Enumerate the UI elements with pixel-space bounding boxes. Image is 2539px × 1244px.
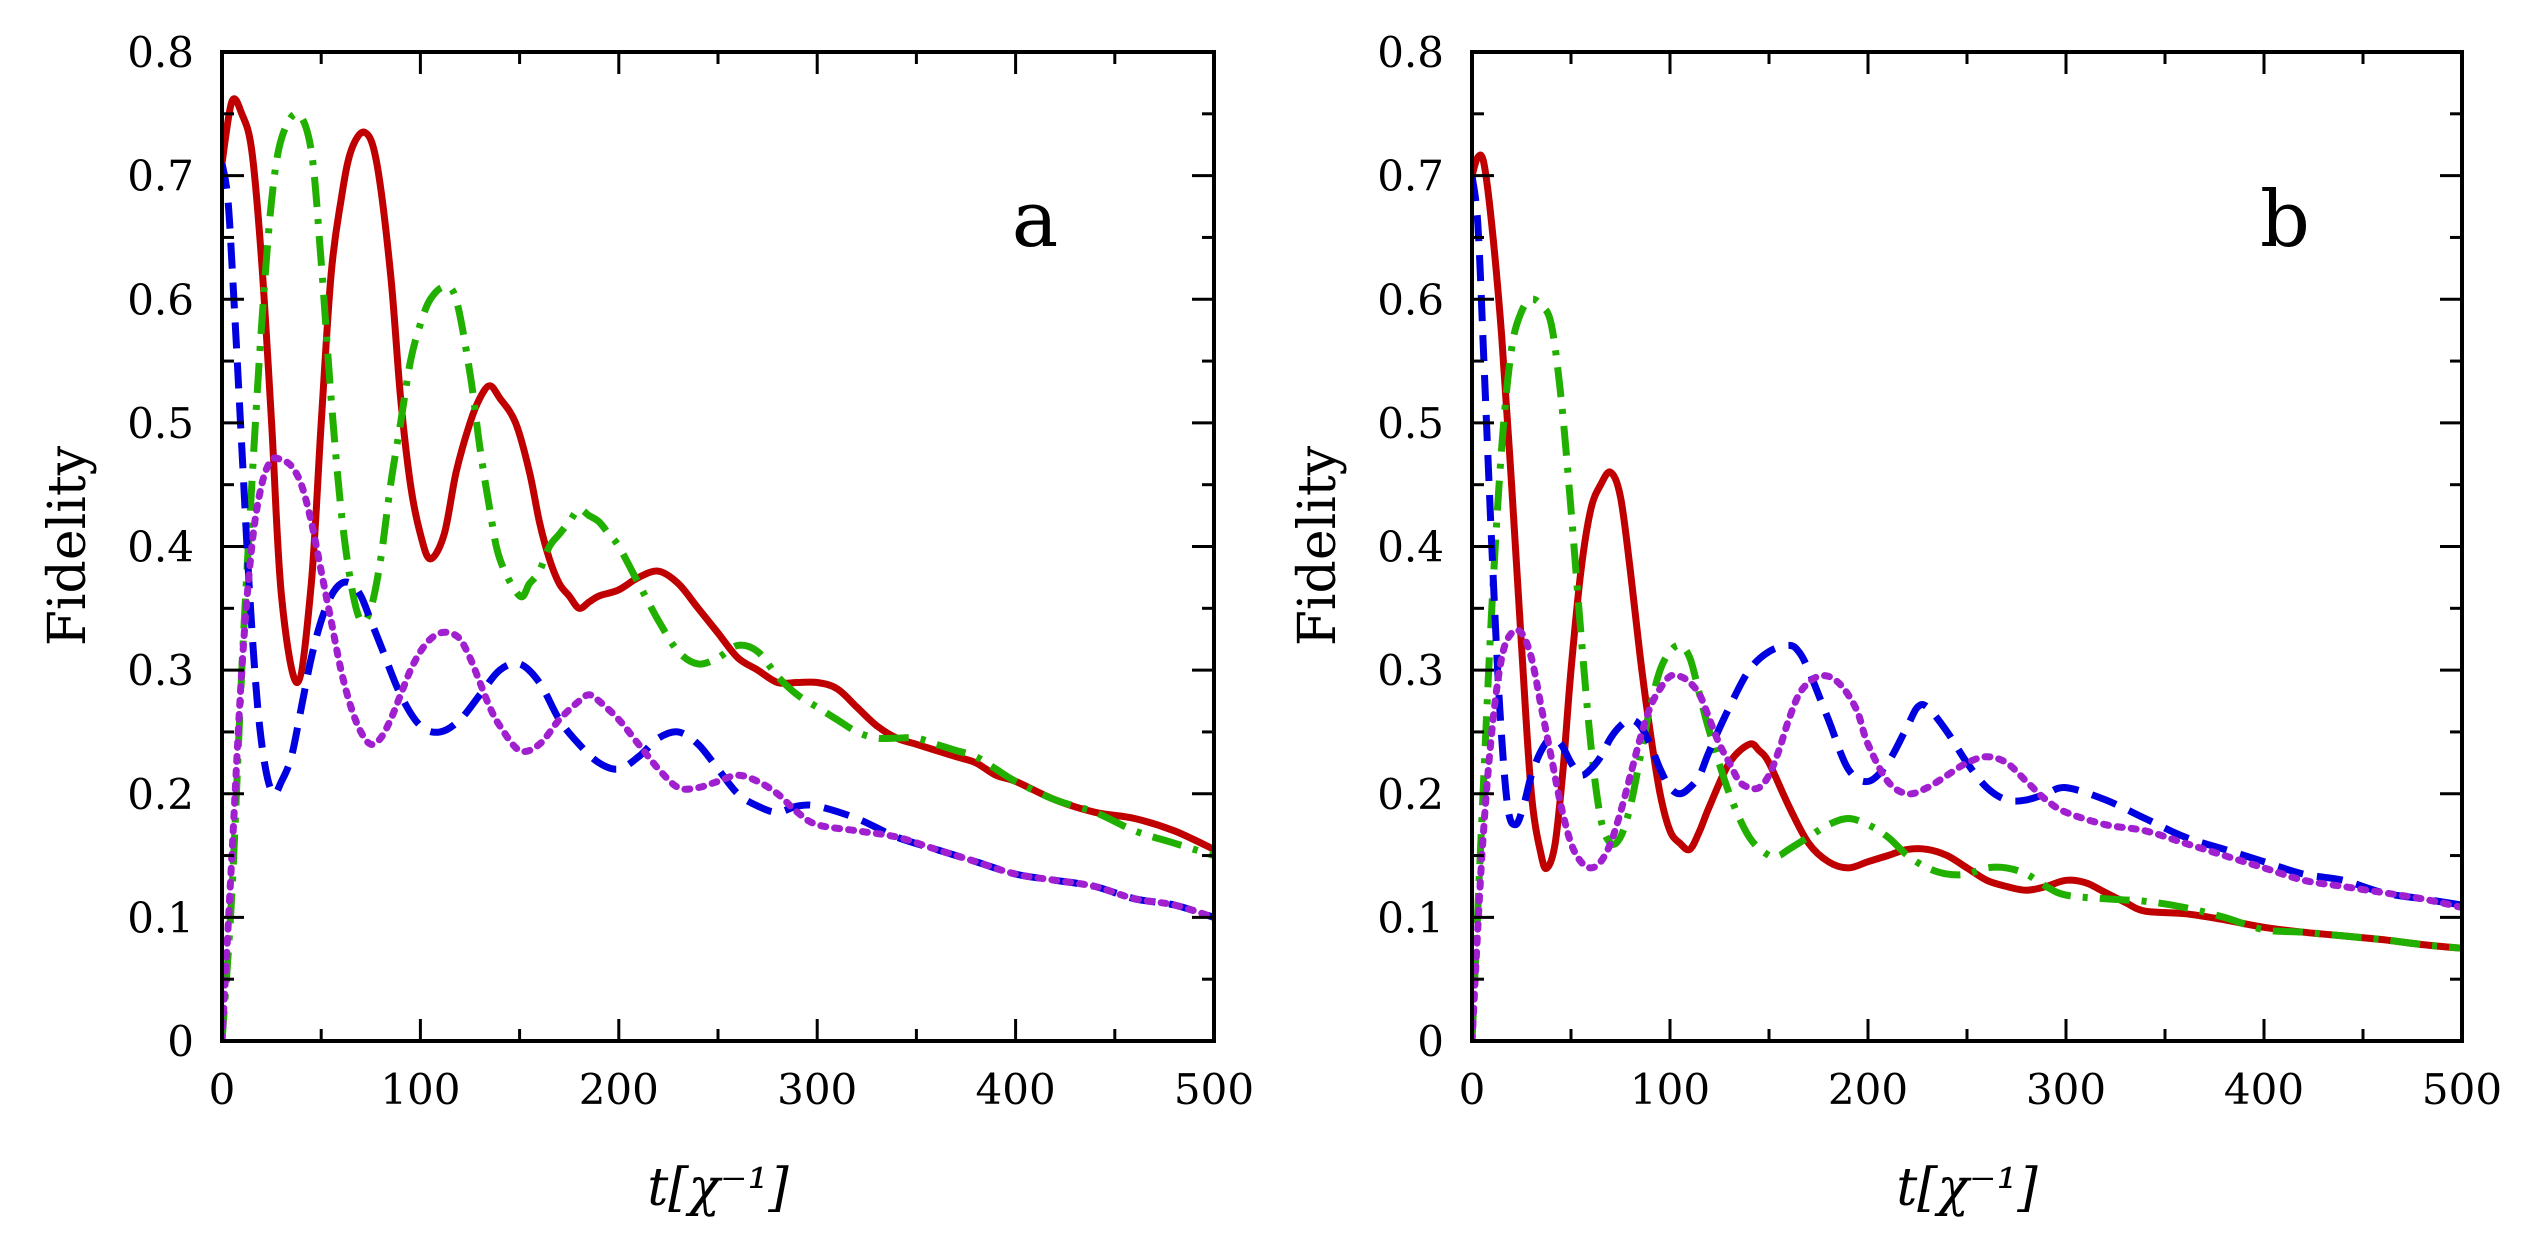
x-tick-label: 400	[2224, 1065, 2304, 1114]
y-axis-label: Fidelity	[38, 445, 98, 646]
series-line-4	[1472, 626, 2462, 1041]
y-tick-label: 0	[167, 1017, 194, 1066]
y-tick-label: 0.4	[1377, 523, 1444, 572]
y-tick-label: 0.3	[1377, 646, 1444, 695]
series-line-4	[222, 454, 1214, 1041]
x-axis-label: t[χ⁻¹]	[647, 1158, 789, 1218]
y-tick-label: 0.8	[127, 28, 194, 77]
x-tick-label: 200	[579, 1065, 659, 1114]
panel-label: b	[2260, 175, 2310, 265]
panel-b: 0 0.1 0.2 0.3 0.4 0.5 0.6 0.7 0.8 0 100 200 300 400 50…	[1288, 28, 2502, 1218]
y-tick-label: 0.4	[127, 523, 194, 572]
series-line-3	[1472, 175, 2462, 909]
x-axis-label: t[χ⁻¹]	[1896, 1158, 2038, 1218]
series-line-1	[222, 95, 1214, 853]
y-tick-label: 0.8	[1377, 28, 1444, 77]
x-tick-label: 300	[777, 1065, 857, 1114]
x-tick-label: 400	[976, 1065, 1056, 1114]
y-tick-label: 0.2	[1377, 770, 1444, 819]
y-tick-label: 0.5	[1377, 399, 1444, 448]
x-tick-label: 100	[380, 1065, 460, 1114]
y-tick-label: 0.1	[127, 893, 194, 942]
y-tick-label: 0.6	[1377, 275, 1444, 324]
y-tick-label: 0	[1417, 1017, 1444, 1066]
x-tick-label: 0	[209, 1065, 236, 1114]
plot-frame	[220, 50, 1216, 1043]
x-tick-label: 500	[2422, 1065, 2502, 1114]
panel-a: 0 0.1 0.2 0.3 0.4 0.5 0.6 0.7 0.8 0 100 200 300 400 50…	[38, 28, 1254, 1218]
x-tick-label: 300	[2026, 1065, 2106, 1114]
y-tick-label: 0.5	[127, 399, 194, 448]
series-line-3	[222, 162, 1214, 921]
y-tick-label: 0.7	[127, 152, 194, 201]
x-tick-label: 0	[1459, 1065, 1486, 1114]
x-tick-label: 100	[1630, 1065, 1710, 1114]
series-line-2	[222, 110, 1214, 1041]
y-axis-label: Fidelity	[1288, 445, 1348, 646]
x-tick-label: 200	[1828, 1065, 1908, 1114]
x-tick-label: 500	[1174, 1065, 1254, 1114]
y-tick-label: 0.7	[1377, 152, 1444, 201]
plot-frame	[1470, 50, 2464, 1043]
y-tick-label: 0.1	[1377, 893, 1444, 942]
y-tick-label: 0.6	[127, 275, 194, 324]
series-line-2	[1472, 295, 2462, 1041]
panel-label: a	[1012, 175, 1059, 265]
y-tick-label: 0.3	[127, 646, 194, 695]
y-tick-label: 0.2	[127, 770, 194, 819]
